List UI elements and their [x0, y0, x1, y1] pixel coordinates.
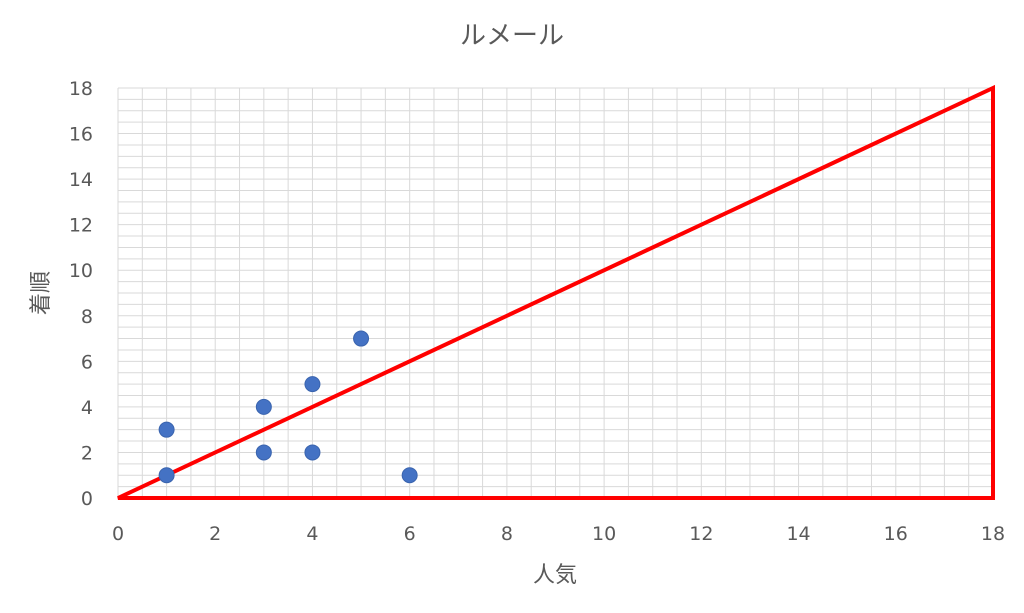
- y-tick-label: 18: [69, 78, 93, 100]
- y-tick-label: 4: [81, 397, 93, 419]
- data-point: [304, 444, 321, 461]
- data-point: [158, 467, 175, 484]
- x-tick-label: 18: [981, 523, 1005, 545]
- data-point: [255, 444, 272, 461]
- data-point: [304, 376, 321, 393]
- x-tick-label: 8: [501, 523, 513, 545]
- data-points: [158, 330, 418, 484]
- x-tick-label: 2: [209, 523, 221, 545]
- y-tick-label: 2: [81, 442, 93, 464]
- x-tick-label: 0: [112, 523, 124, 545]
- y-axis-title: 着順: [29, 271, 54, 315]
- y-axis-ticks: 0 2 4 6 8 10 12 14 16 18: [69, 78, 93, 510]
- y-tick-label: 0: [81, 488, 93, 510]
- data-point: [401, 467, 418, 484]
- y-tick-label: 12: [69, 215, 93, 237]
- x-axis-title: 人気: [533, 563, 577, 588]
- annotation-triangle: [117, 84, 995, 500]
- x-tick-label: 14: [786, 523, 810, 545]
- data-point: [255, 398, 272, 415]
- x-tick-label: 12: [689, 523, 713, 545]
- y-tick-label: 6: [81, 351, 93, 373]
- data-point: [158, 421, 175, 438]
- red-triangle-outline: [117, 84, 995, 500]
- x-tick-label: 16: [884, 523, 908, 545]
- y-tick-label: 8: [81, 306, 93, 328]
- y-tick-label: 14: [69, 169, 93, 191]
- x-tick-label: 4: [306, 523, 318, 545]
- data-point: [353, 330, 370, 347]
- x-axis-ticks: 0 2 4 6 8 10 12 14 16 18: [112, 523, 1005, 545]
- y-tick-label: 16: [69, 124, 93, 146]
- x-tick-label: 10: [592, 523, 616, 545]
- y-tick-label: 10: [69, 260, 93, 282]
- x-tick-label: 6: [404, 523, 416, 545]
- chart-title: ルメール: [460, 21, 564, 51]
